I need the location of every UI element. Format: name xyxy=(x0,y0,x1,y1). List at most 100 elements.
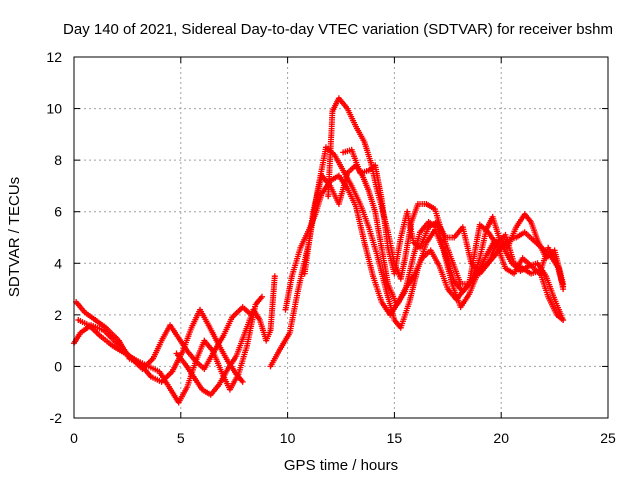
data-point xyxy=(273,274,276,278)
data-point xyxy=(254,303,257,306)
y-tick-label: 8 xyxy=(54,152,62,168)
data-point xyxy=(369,161,373,164)
data-point xyxy=(521,267,524,270)
x-axis-label: GPS time / hours xyxy=(284,457,398,474)
data-point xyxy=(512,262,516,265)
y-tick-label: 12 xyxy=(46,49,62,65)
data-point xyxy=(171,370,174,373)
data-point xyxy=(346,187,349,190)
x-tick-label: 10 xyxy=(280,430,296,446)
data-point xyxy=(399,236,403,239)
data-point xyxy=(151,357,155,360)
data-point xyxy=(220,370,223,373)
data-point xyxy=(194,360,197,363)
data-point xyxy=(346,107,349,110)
data-point xyxy=(181,349,185,353)
data-point xyxy=(87,323,91,327)
data-point xyxy=(418,246,422,250)
data-point xyxy=(177,336,180,340)
data-point xyxy=(504,267,507,270)
data-point xyxy=(192,375,195,378)
y-tick-label: -2 xyxy=(50,410,63,426)
data-point xyxy=(487,231,490,234)
data-point xyxy=(529,272,533,275)
data-point xyxy=(393,318,396,322)
data-point xyxy=(337,97,341,100)
data-point xyxy=(399,326,403,329)
data-point xyxy=(149,375,153,378)
data-point xyxy=(487,262,490,265)
data-point xyxy=(337,174,341,177)
data-point xyxy=(386,246,390,250)
x-tick-label: 20 xyxy=(493,430,509,446)
data-point xyxy=(412,274,415,278)
data-point xyxy=(102,329,106,332)
data-point xyxy=(211,349,215,353)
data-point xyxy=(553,249,556,252)
data-point xyxy=(98,334,101,337)
data-point xyxy=(555,262,558,265)
data-point xyxy=(444,254,447,257)
data-point xyxy=(160,339,163,342)
data-point xyxy=(470,262,473,265)
data-point xyxy=(269,365,272,368)
data-point xyxy=(183,362,187,366)
data-point xyxy=(198,308,202,311)
y-tick-label: 4 xyxy=(54,255,62,271)
data-point xyxy=(420,256,424,260)
data-point xyxy=(124,352,127,355)
data-point xyxy=(186,349,189,353)
data-point xyxy=(446,287,449,291)
data-point xyxy=(337,202,341,206)
data-point xyxy=(94,318,97,322)
data-point xyxy=(237,372,240,376)
data-point xyxy=(514,225,518,229)
data-point xyxy=(235,354,238,358)
data-point xyxy=(384,287,388,291)
data-point xyxy=(104,326,108,329)
data-point xyxy=(418,231,422,234)
data-point xyxy=(435,220,439,224)
marker-trail xyxy=(267,144,567,370)
data-point xyxy=(478,256,482,260)
data-point xyxy=(546,246,550,250)
data-point xyxy=(320,192,323,195)
series-track-c xyxy=(75,293,265,406)
x-tick-label: 5 xyxy=(177,430,185,446)
data-point xyxy=(265,339,268,342)
series-track-i xyxy=(340,146,567,323)
data-point xyxy=(450,259,454,262)
data-point xyxy=(519,269,522,273)
data-point xyxy=(514,236,518,239)
data-point xyxy=(461,290,464,293)
data-point xyxy=(386,282,390,286)
data-point xyxy=(222,334,225,337)
data-point xyxy=(367,225,370,229)
data-point xyxy=(427,220,430,224)
data-point xyxy=(380,246,383,250)
data-point xyxy=(158,370,161,373)
data-point xyxy=(269,329,272,332)
data-point xyxy=(79,331,82,335)
data-point xyxy=(373,210,377,213)
data-point xyxy=(388,313,392,317)
data-point xyxy=(186,385,189,389)
data-point xyxy=(444,236,447,239)
data-point xyxy=(147,365,150,368)
data-point xyxy=(425,241,428,244)
data-point xyxy=(521,256,524,260)
data-point xyxy=(277,349,281,353)
plot-area xyxy=(71,95,567,406)
data-point xyxy=(485,254,488,257)
data-point xyxy=(373,164,377,167)
data-point xyxy=(190,326,193,329)
data-point xyxy=(258,318,262,322)
data-point xyxy=(523,213,526,216)
data-point xyxy=(376,254,379,257)
data-point xyxy=(529,220,533,224)
data-point xyxy=(245,344,249,347)
data-point xyxy=(160,380,163,384)
y-tick-label: 6 xyxy=(54,204,62,220)
data-point xyxy=(346,171,349,175)
